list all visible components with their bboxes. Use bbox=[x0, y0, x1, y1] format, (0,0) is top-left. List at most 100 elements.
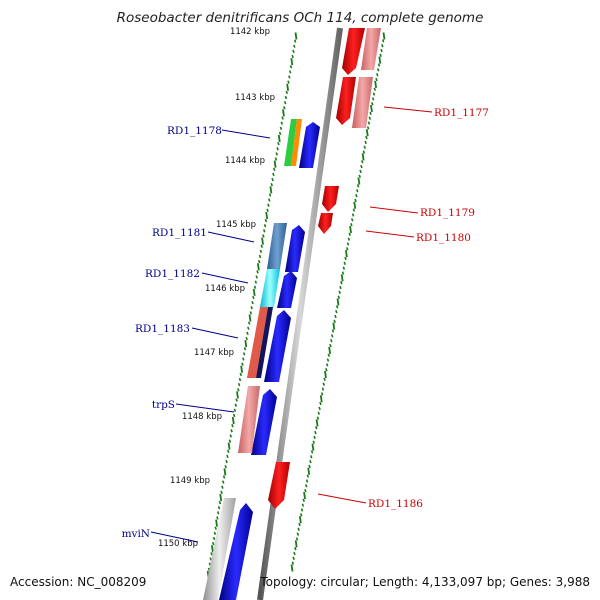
reverse-tick bbox=[335, 305, 339, 309]
forward-tick bbox=[270, 183, 273, 187]
forward-tick bbox=[223, 468, 227, 476]
chart-title: Roseobacter denitrificans OCh 114, compl… bbox=[117, 10, 484, 26]
gene-label-RD1_1178[interactable]: RD1_1178 bbox=[167, 125, 222, 137]
reverse-tick bbox=[332, 322, 336, 330]
reverse-tick bbox=[320, 392, 324, 396]
tick-label: 1144 kbp bbox=[225, 156, 265, 166]
forward-tick bbox=[291, 54, 294, 59]
reverse-tick bbox=[343, 261, 346, 265]
connector-RD1_1179 bbox=[369, 206, 419, 214]
forward-tick bbox=[279, 126, 283, 130]
reverse-tick bbox=[315, 426, 318, 430]
forward-tick bbox=[248, 314, 252, 322]
gene-arrow[interactable] bbox=[285, 225, 305, 272]
reverse-tick bbox=[335, 310, 338, 314]
gene-label-RD1_1186[interactable]: RD1_1186 bbox=[368, 498, 423, 510]
forward-tick bbox=[217, 506, 221, 510]
forward-tick bbox=[271, 177, 274, 182]
gene-trpS-bar[interactable] bbox=[238, 386, 260, 453]
reverse-tick bbox=[367, 121, 371, 125]
reverse-tick bbox=[314, 430, 317, 435]
gene-RD1_1182-bar[interactable] bbox=[260, 269, 280, 307]
forward-tick bbox=[247, 321, 251, 325]
gene-label-RD1_1181[interactable]: RD1_1181 bbox=[152, 227, 207, 239]
reverse-tick bbox=[333, 319, 336, 324]
forward-tick bbox=[254, 280, 258, 284]
forward-tick bbox=[286, 83, 290, 91]
reverse-tick bbox=[290, 564, 294, 572]
gene-arrow[interactable] bbox=[336, 77, 356, 125]
forward-tick bbox=[292, 49, 295, 54]
forward-tick bbox=[242, 352, 246, 356]
forward-tick bbox=[273, 167, 276, 171]
reverse-tick bbox=[330, 339, 333, 343]
forward-tick-track bbox=[206, 32, 298, 578]
forward-tick bbox=[224, 465, 227, 469]
gene-arrow[interactable] bbox=[342, 28, 365, 75]
reverse-tick bbox=[325, 363, 329, 367]
gene-RD1_1183-bar[interactable] bbox=[247, 307, 268, 378]
gene-label-RD1_1182[interactable]: RD1_1182 bbox=[145, 268, 200, 280]
reverse-tick bbox=[326, 358, 330, 362]
forward-tick bbox=[266, 208, 269, 212]
reverse-tick bbox=[352, 208, 356, 212]
forward-tick bbox=[211, 541, 215, 546]
gene-RD1_1178-bar-2[interactable] bbox=[291, 119, 302, 166]
forward-tick bbox=[238, 377, 242, 382]
forward-tick bbox=[244, 340, 248, 348]
gene-mviN-bar[interactable] bbox=[203, 498, 236, 600]
reverse-tick bbox=[325, 368, 328, 372]
reverse-tick bbox=[296, 532, 300, 536]
reverse-tick bbox=[341, 271, 345, 275]
reverse-tick bbox=[293, 551, 296, 556]
forward-tick bbox=[259, 249, 263, 254]
forward-tick bbox=[237, 382, 241, 387]
gene-arrow[interactable] bbox=[277, 271, 297, 308]
forward-tick bbox=[252, 295, 255, 300]
gene-label-mviN[interactable]: mviN bbox=[122, 528, 150, 540]
forward-tick bbox=[245, 336, 248, 341]
gene-label-RD1_1180[interactable]: RD1_1180 bbox=[416, 232, 471, 244]
gene-arrow[interactable] bbox=[264, 310, 291, 382]
reverse-tick bbox=[351, 213, 355, 217]
gene-arrow[interactable] bbox=[322, 186, 339, 212]
connector-RD1_1182 bbox=[201, 272, 249, 284]
gene-arrow[interactable] bbox=[318, 213, 333, 234]
forward-tick bbox=[287, 80, 290, 84]
forward-tick bbox=[262, 229, 266, 233]
forward-tick bbox=[218, 500, 222, 505]
gene-RD1_1178-bar[interactable] bbox=[284, 119, 297, 166]
gene-arrow[interactable] bbox=[352, 77, 373, 128]
reverse-tick bbox=[344, 256, 347, 261]
forward-tick bbox=[257, 259, 261, 264]
gene-RD1_1183-bar-2[interactable] bbox=[256, 307, 273, 378]
gene-label-RD1_1179[interactable]: RD1_1179 bbox=[420, 207, 475, 219]
reverse-tick bbox=[371, 102, 374, 106]
forward-tick bbox=[269, 186, 273, 194]
accession-text: Accession: NC_008209 bbox=[10, 575, 146, 589]
reverse-tick bbox=[345, 247, 349, 251]
forward-tick bbox=[227, 442, 231, 450]
reverse-tick bbox=[315, 419, 319, 427]
gene-RD1_1181-bar[interactable] bbox=[267, 223, 287, 269]
forward-tick bbox=[252, 288, 256, 296]
gene-label-RD1_1177[interactable]: RD1_1177 bbox=[434, 107, 489, 119]
reverse-tick bbox=[306, 474, 310, 478]
gene-arrow[interactable] bbox=[219, 503, 253, 600]
reverse-tick bbox=[298, 522, 301, 527]
gene-label-RD1_1183[interactable]: RD1_1183 bbox=[135, 323, 190, 335]
gene-arrow[interactable] bbox=[251, 389, 277, 455]
gene-arrow[interactable] bbox=[299, 122, 320, 168]
forward-tick bbox=[288, 75, 291, 79]
gene-arrow[interactable] bbox=[268, 462, 290, 509]
gene-label-trpS[interactable]: trpS bbox=[152, 399, 175, 411]
forward-tick bbox=[216, 511, 220, 515]
reverse-tick-track bbox=[290, 32, 386, 572]
forward-tick bbox=[212, 536, 216, 541]
reverse-tick bbox=[337, 295, 341, 299]
reverse-tick bbox=[361, 160, 364, 164]
gene-arrow[interactable] bbox=[361, 28, 381, 70]
reverse-tick bbox=[344, 250, 348, 258]
reverse-tick bbox=[359, 169, 362, 174]
